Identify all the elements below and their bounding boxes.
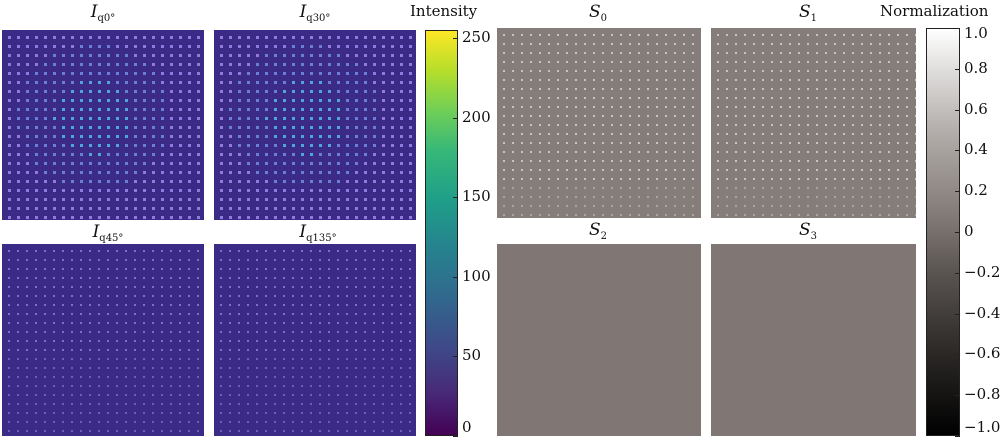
image-i-q30 — [214, 30, 416, 220]
title-i-q30: Iq30° — [299, 2, 331, 24]
colorbar-tick-label: 200 — [462, 107, 491, 126]
colorbar-tick-mark — [453, 38, 458, 39]
colorbar-tick-mark — [955, 273, 960, 274]
image-s1 — [711, 28, 916, 218]
colorbar-tick-label: 0.4 — [964, 140, 988, 159]
colorbar-tick-mark — [955, 28, 960, 29]
colorbar-tick-mark — [955, 110, 960, 111]
colorbar-tick-label: 150 — [462, 187, 491, 206]
colorbar-tick-mark — [955, 354, 960, 355]
colorbar-tick-label: −0.4 — [964, 303, 1000, 322]
title-s1: S1 — [798, 2, 818, 24]
colorbar-tick-label: −0.6 — [964, 344, 1000, 363]
title-s3: S3 — [798, 220, 818, 242]
colorbar-tick-label: 100 — [462, 266, 491, 285]
colorbar-tick-mark — [955, 191, 960, 192]
colorbar-intensity — [425, 30, 458, 436]
colorbar-tick-label: 250 — [462, 27, 491, 46]
title-s2: S2 — [588, 220, 608, 242]
image-s0 — [497, 28, 701, 218]
colorbar-tick-label: 50 — [462, 346, 482, 365]
colorbar-normalization-label: Normalization — [880, 2, 989, 20]
colorbar-tick-label: 0.6 — [964, 99, 988, 118]
colorbar-tick-mark — [955, 232, 960, 233]
colorbar-tick-mark — [453, 356, 458, 357]
image-s2 — [497, 244, 701, 436]
colorbar-tick-label: −0.2 — [964, 262, 1000, 281]
colorbar-tick-label: −0.8 — [964, 385, 1000, 404]
title-i-q45: Iq45° — [92, 222, 124, 244]
colorbar-tick-label: 0.8 — [964, 58, 988, 77]
colorbar-tick-label: 0 — [964, 222, 974, 240]
colorbar-tick-label: −1.0 — [964, 418, 1000, 436]
colorbar-tick-mark — [453, 436, 458, 437]
colorbar-tick-mark — [955, 436, 960, 437]
image-i-q0 — [2, 30, 204, 220]
colorbar-tick-mark — [955, 150, 960, 151]
colorbar-tick-mark — [453, 118, 458, 119]
colorbar-intensity-label: Intensity — [410, 2, 478, 20]
colorbar-tick-label: 0 — [462, 418, 472, 436]
title-i-q135: Iq135° — [299, 222, 337, 244]
image-i-q135 — [214, 244, 416, 436]
colorbar-tick-label: 1.0 — [964, 24, 988, 42]
title-s0: S0 — [588, 2, 608, 24]
colorbar-tick-label: 0.2 — [964, 181, 988, 200]
colorbar-tick-mark — [955, 69, 960, 70]
colorbar-tick-mark — [453, 197, 458, 198]
colorbar-tick-mark — [955, 314, 960, 315]
image-i-q45 — [2, 244, 204, 436]
colorbar-tick-mark — [453, 277, 458, 278]
colorbar-tick-mark — [955, 395, 960, 396]
title-i-q0: Iq0° — [90, 2, 116, 24]
image-s3 — [711, 244, 916, 436]
colorbar-normalization — [926, 28, 960, 436]
